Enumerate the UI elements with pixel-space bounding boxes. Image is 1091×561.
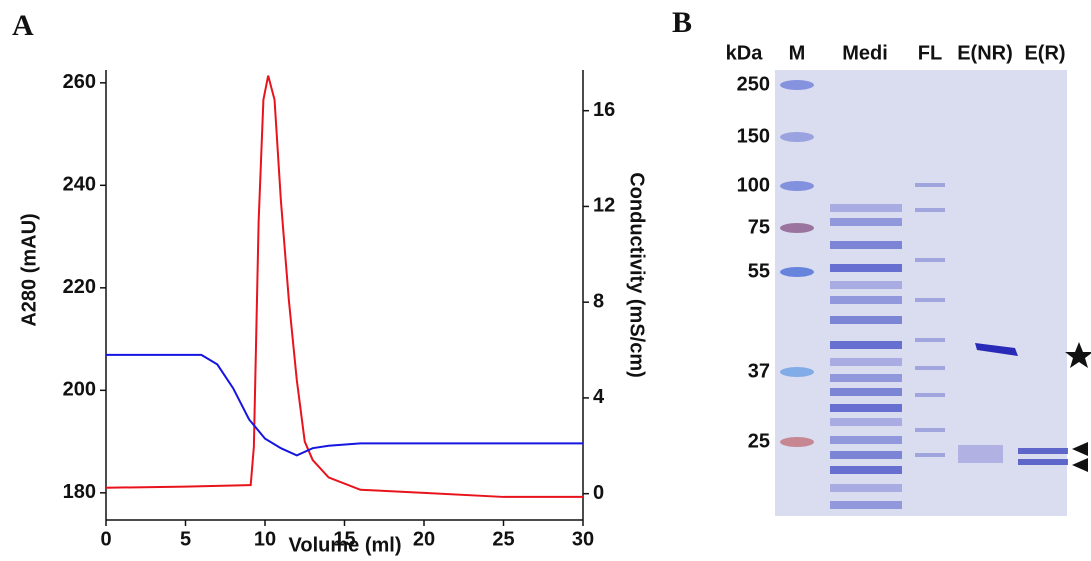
y2-tick-label: 4 [593,386,605,408]
band [958,445,1003,463]
band [830,404,902,412]
y-axis-label: A280 (mAU) [18,213,40,326]
x-axis-label: Volume (ml) [289,534,402,556]
band [830,204,902,212]
band [915,366,945,370]
marker-label: 75 [748,216,770,238]
data-line [106,353,583,457]
band [915,258,945,262]
band [830,451,902,459]
marker-band [780,223,814,233]
band [830,264,902,272]
band [830,374,902,382]
band [830,436,902,444]
marker-label: 250 [737,73,770,95]
lane-label: Medi [842,42,888,64]
marker-label: 25 [748,430,770,452]
y2-tick-label: 0 [593,482,604,504]
marker-header: kDa [726,42,764,64]
band [830,218,902,226]
band [830,466,902,474]
marker-band [780,267,814,277]
lane-label: M [789,42,806,64]
y2-tick-label: 8 [593,290,604,312]
band [830,388,902,396]
y2-tick-label: 16 [593,99,615,121]
marker-label: 100 [737,174,770,196]
band [1018,459,1068,465]
band [915,183,945,187]
gel-image [775,70,1067,516]
y-tick-label: 260 [63,71,96,93]
star-symbol [1065,342,1091,368]
band [915,393,945,397]
band [830,281,902,289]
band [915,453,945,457]
band [975,343,1018,356]
marker-label: 150 [737,125,770,147]
marker-label: 55 [748,260,770,282]
band [830,241,902,249]
x-tick-label: 30 [572,528,594,550]
gel [780,80,1068,509]
data-line [105,75,583,498]
x-tick-label: 10 [254,528,276,550]
marker-band [780,132,814,142]
band [1018,448,1068,454]
band [830,316,902,324]
band [830,501,902,509]
panel-label: A [12,9,34,42]
marker-band [780,367,814,377]
band [915,208,945,212]
lane-label: E(NR) [957,42,1013,64]
x-tick-label: 0 [100,528,111,550]
band [915,338,945,342]
band [915,298,945,302]
band [915,428,945,432]
marker-band [780,437,814,447]
x-tick-label: 5 [180,528,191,550]
y-tick-label: 240 [63,174,96,196]
marker-label: 37 [748,360,770,382]
y2-axis-label: Conductivity (mS/cm) [626,172,648,378]
y2-tick-label: 12 [593,195,615,217]
lane-label: E(R) [1024,42,1065,64]
y-tick-label: 200 [63,379,96,401]
marker-band [780,80,814,90]
marker-band [780,181,814,191]
arrowhead [1072,442,1088,456]
y-tick-label: 220 [63,276,96,298]
panel-label: B [672,6,692,39]
y-tick-label: 180 [63,481,96,503]
band [830,296,902,304]
x-tick-label: 20 [413,528,435,550]
x-tick-label: 15 [333,528,355,550]
x-tick-label: 25 [492,528,514,550]
band [830,341,902,349]
lane-label: FL [918,42,942,64]
band [830,484,902,492]
band [830,358,902,366]
band [830,418,902,426]
arrowhead [1072,458,1088,472]
